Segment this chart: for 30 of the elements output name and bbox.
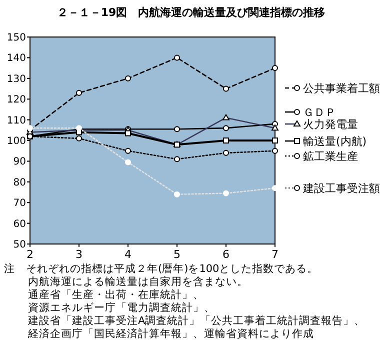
text: 資源エネルギー庁「電力調査統計」、 [28, 301, 215, 314]
x-tick-label: 4 [124, 248, 132, 261]
legend-label: 鉱工業生産 [303, 150, 358, 163]
x-tick-label: 2 [26, 248, 34, 261]
y-tick-label: 120 [6, 94, 26, 106]
legend-label: 建設工事受注額 [302, 182, 380, 195]
text: 経済企画庁「国民経済計算年報」、運輸省資料により作成 [27, 327, 314, 340]
x-tick-label: 7 [272, 248, 278, 261]
text: 内航海運による輸送量は自家用を含まない。 [28, 275, 248, 288]
x-tick-label: 6 [222, 248, 230, 261]
y-tick-label: 150 [6, 32, 26, 44]
legend-label: 火力発電量 [303, 118, 358, 131]
y-tick-label: 90 [13, 156, 26, 168]
x-tick-label: 3 [76, 248, 82, 261]
legend-label: 輸送量(内航) [303, 134, 367, 148]
y-tick-label: 100 [6, 136, 26, 147]
text: 通産省「生産・出荷・在庫統計」、 [28, 288, 204, 301]
legend-label: ＧＤＰ [303, 106, 336, 119]
x-tick-label: 5 [174, 248, 180, 261]
y-tick-label: 60 [13, 218, 26, 230]
chart-title: ２－１－19図 内航海運の輸送量及び関連指標の推移 [56, 6, 326, 19]
y-tick-label: 140 [6, 53, 26, 64]
y-tick-label: 110 [6, 115, 26, 126]
y-tick-label: 130 [6, 74, 26, 85]
text: 注 それぞれの指標は平成２年(暦年)を100とした指数である。 [4, 262, 318, 275]
y-tick-label: 70 [13, 198, 26, 210]
y-tick-label: 50 [13, 240, 26, 250]
text: 建設省「建設工事受注A調査統計」「公共工事着工統計調査報告」、 [27, 314, 366, 327]
y-tick-label: 80 [13, 177, 26, 188]
legend-label: 公共事業着工額 [303, 82, 380, 95]
